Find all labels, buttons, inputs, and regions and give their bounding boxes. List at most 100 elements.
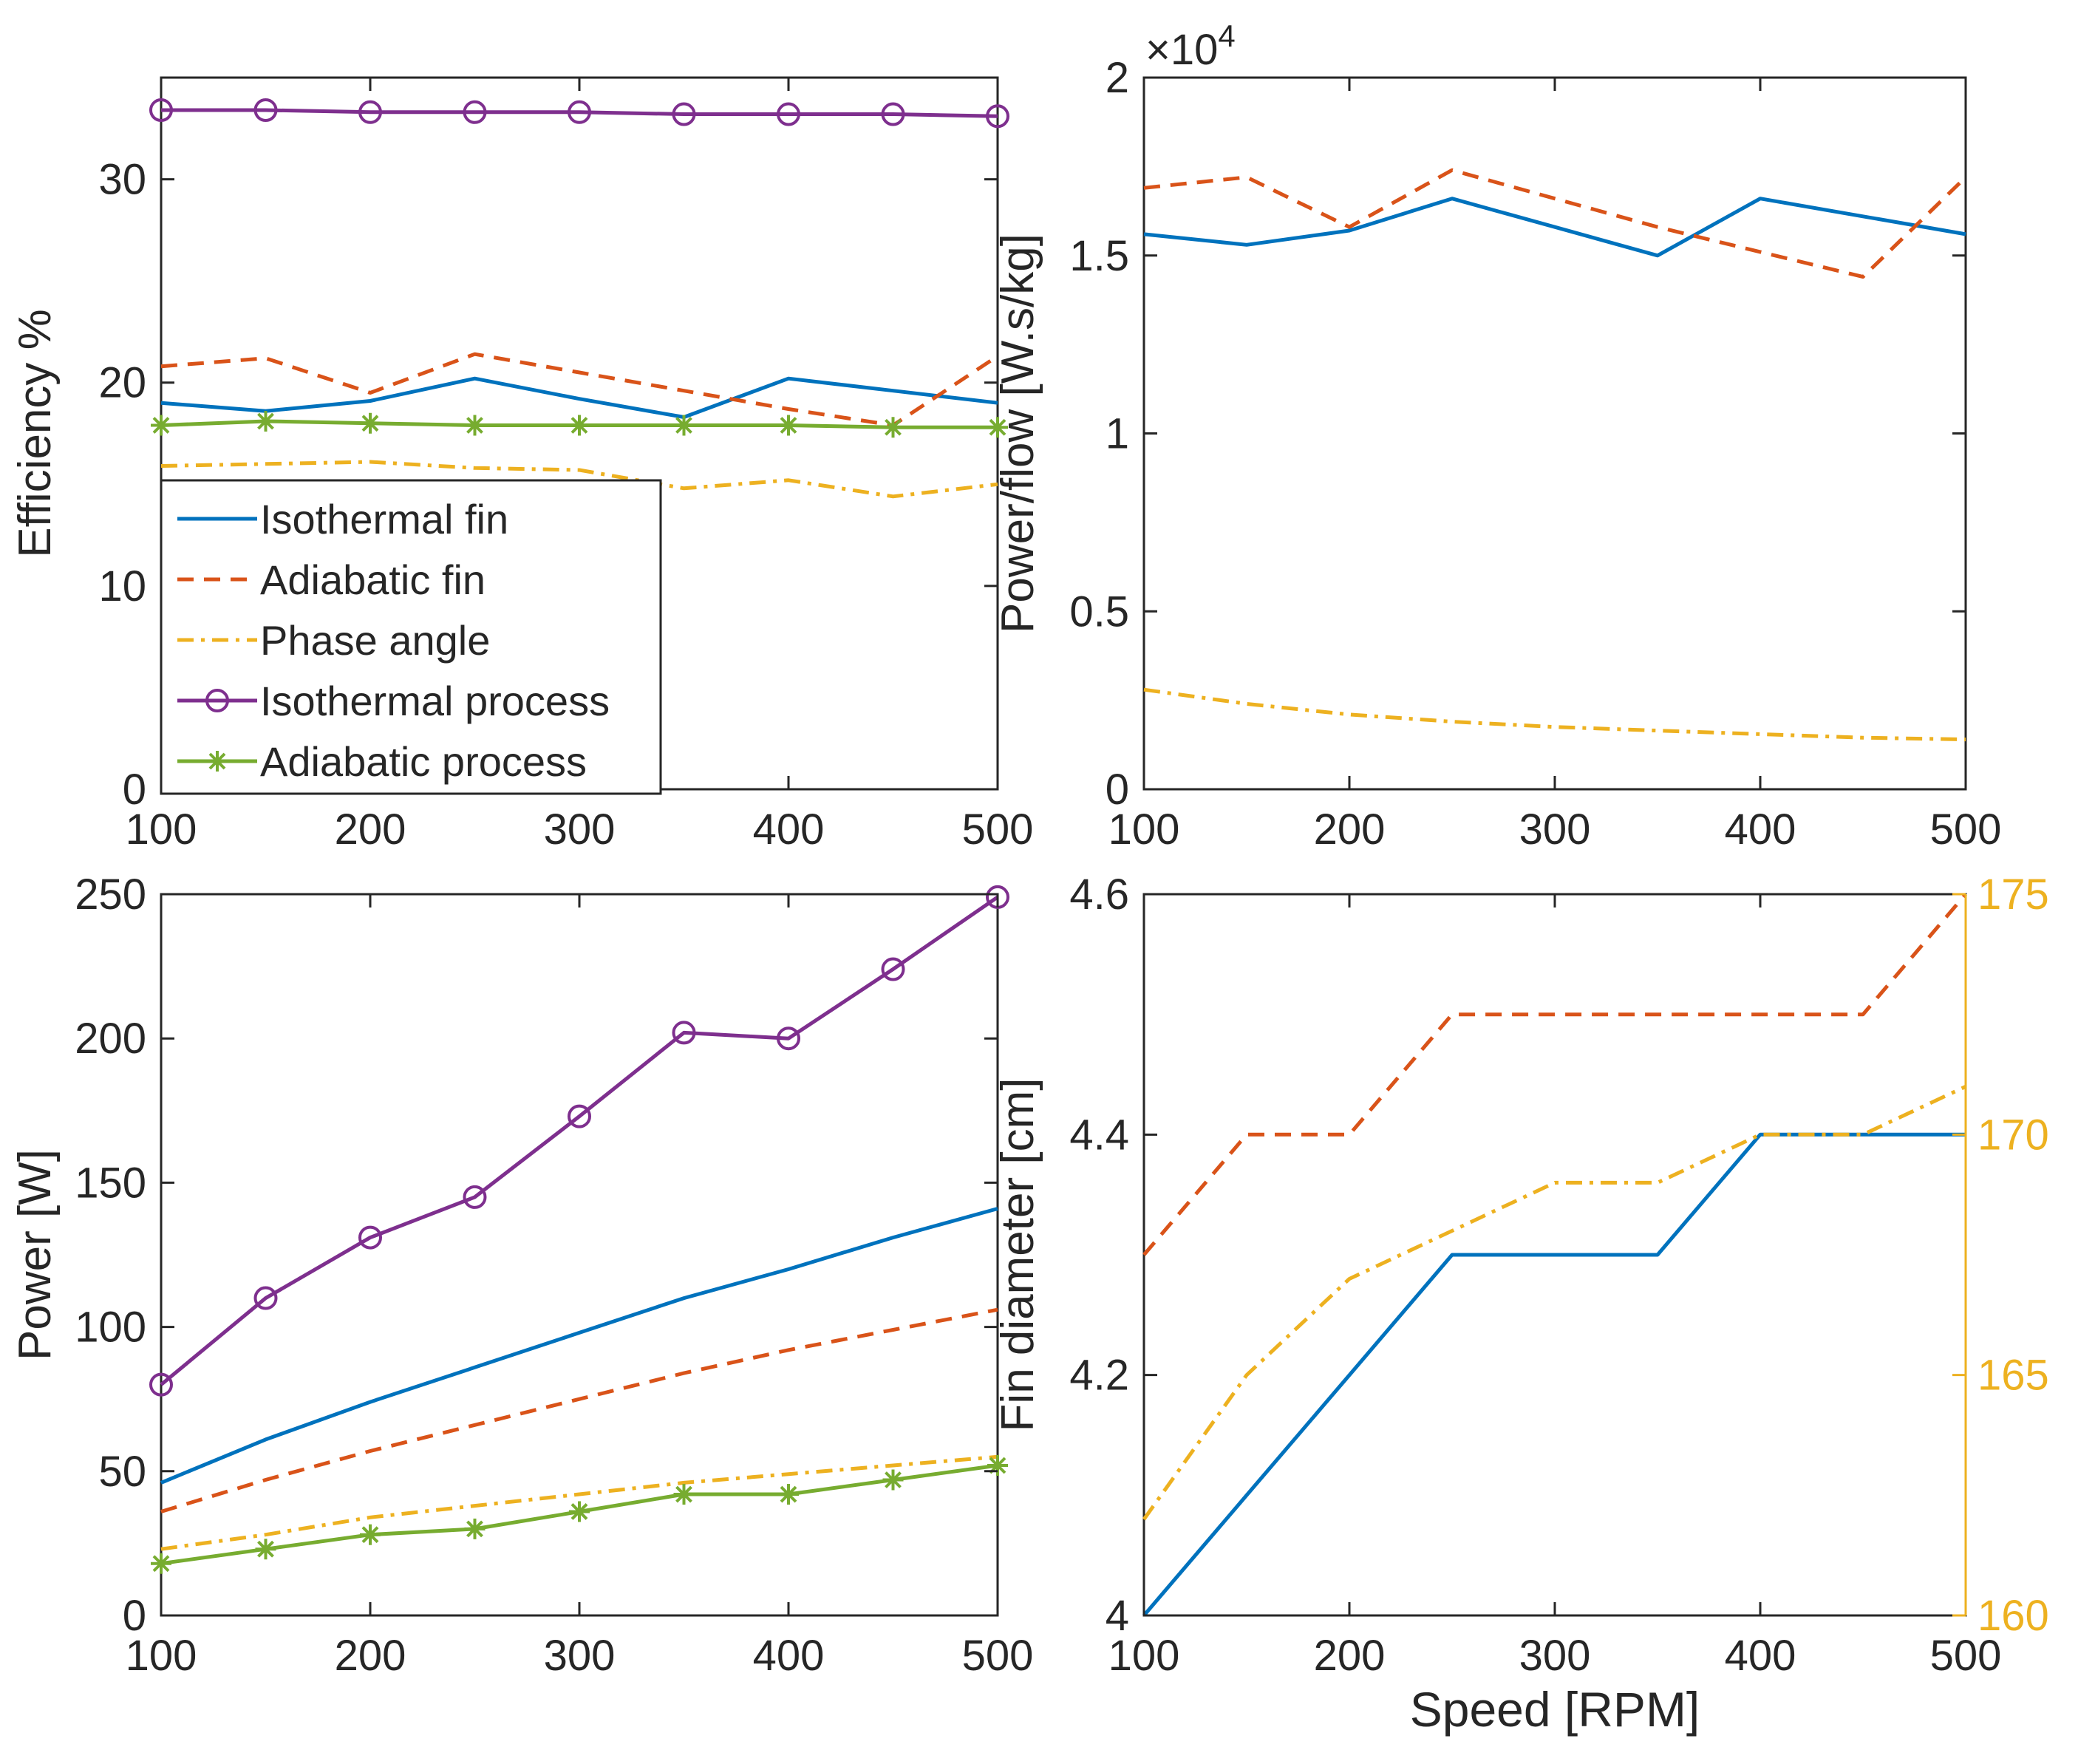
data-point-isothermal-process xyxy=(463,100,487,124)
legend-entry-isothermal-process: Isothermal process xyxy=(260,678,610,724)
y-tick-label: 1 xyxy=(1106,410,1129,458)
data-point-isothermal-process xyxy=(672,1021,696,1045)
data-point-adiabatic-process xyxy=(987,1454,1008,1476)
data-point-adiabatic-process xyxy=(882,417,904,438)
data-point-adiabatic-process xyxy=(778,1484,799,1505)
series-line-adiabatic-fin xyxy=(1142,893,1967,1256)
y-axis-label: Power [W] xyxy=(10,1149,61,1361)
series-line-isothermal-fin xyxy=(1143,197,1966,258)
series-line-phase-angle xyxy=(160,460,998,499)
series-line-isothermal-fin xyxy=(160,376,998,419)
y-tick-label: 2 xyxy=(1106,54,1129,102)
y-tick-label: 10 xyxy=(98,562,146,610)
x-tick-label: 200 xyxy=(335,806,406,854)
data-point-adiabatic-process xyxy=(987,417,1008,438)
series-line-isothermal-process xyxy=(160,895,999,1386)
data-point-adiabatic-process xyxy=(255,410,276,432)
data-point-isothermal-process xyxy=(777,1026,800,1051)
data-point-isothermal-process xyxy=(358,100,382,124)
x-tick-label: 300 xyxy=(544,806,616,854)
data-point-adiabatic-process xyxy=(151,415,171,436)
y-axis-label: Efficiency % xyxy=(10,309,61,558)
series-group xyxy=(1142,893,1967,1617)
x-tick-label: 100 xyxy=(126,1632,197,1680)
data-point-adiabatic-process xyxy=(360,1524,381,1545)
legend-entry-isothermal-fin: Isothermal fin xyxy=(260,496,508,542)
y-tick-label: 4.4 xyxy=(1069,1111,1129,1159)
y-tick-label: 150 xyxy=(75,1159,146,1207)
data-point-adiabatic-process xyxy=(673,415,695,436)
x-tick-label: 300 xyxy=(544,1632,616,1680)
data-point-adiabatic-process xyxy=(673,1484,695,1505)
data-point-adiabatic-process xyxy=(360,412,381,434)
data-point-adiabatic-process xyxy=(569,1501,590,1522)
data-point-isothermal-process xyxy=(149,1372,173,1397)
y-tick-label: 0.5 xyxy=(1069,588,1129,636)
legend-box xyxy=(160,479,662,795)
x-tick-label: 500 xyxy=(1930,806,2002,854)
y-tick-label: 100 xyxy=(75,1304,146,1352)
y-tick-label: 250 xyxy=(75,871,146,919)
y-tick-label: 0 xyxy=(123,1592,146,1640)
y-tick-label: 4.6 xyxy=(1069,871,1129,919)
y2-tick-label: 175 xyxy=(1977,871,2049,919)
series-line-isothermal-fin xyxy=(160,1207,998,1485)
legend-marker-adiabatic-process xyxy=(207,751,228,772)
data-point-isothermal-process xyxy=(568,100,591,124)
series-line-adiabatic-fin xyxy=(160,352,999,427)
series-line-phase-angle xyxy=(1143,687,1966,742)
y2-tick-label: 160 xyxy=(1977,1592,2049,1640)
y-tick-label: 0 xyxy=(1106,766,1129,814)
data-point-isothermal-process xyxy=(463,1185,487,1209)
legend: Isothermal fin Adiabatic fin Phase angle Is… xyxy=(160,479,662,795)
legend-entry-adiabatic-fin: Adiabatic fin xyxy=(260,556,486,603)
series-line-adiabatic-fin xyxy=(1143,168,1967,279)
series-line-phase-angle xyxy=(160,1454,998,1551)
y2-tick-label: 170 xyxy=(1977,1111,2049,1159)
series-line-adiabatic-fin xyxy=(160,1307,998,1513)
data-point-adiabatic-process xyxy=(882,1469,904,1491)
x-tick-label: 500 xyxy=(962,1632,1034,1680)
x-tick-label: 300 xyxy=(1519,1632,1591,1680)
y-tick-label: 20 xyxy=(98,359,146,407)
y-tick-label: 4 xyxy=(1106,1592,1129,1640)
series-line-isothermal-process xyxy=(161,108,998,118)
data-point-adiabatic-process xyxy=(464,415,486,436)
y-tick-label: 1.5 xyxy=(1069,232,1129,280)
axis-exponent: ×104 xyxy=(1145,18,1236,74)
x-tick-label: 100 xyxy=(1108,806,1180,854)
chart-power: 100 200 300 400 500 0 50 100 150 200 250 Power [W] xyxy=(10,871,1033,1680)
data-point-isothermal-process xyxy=(986,104,1009,129)
data-point-isothermal-process xyxy=(881,957,905,981)
y-axis-label: Fin diameter [cm] xyxy=(992,1078,1043,1432)
chart-efficiency: 100 200 300 400 500 0 10 20 30 Efficiency % Isothe… xyxy=(10,76,1033,854)
y-tick-label: 200 xyxy=(75,1015,146,1063)
data-point-isothermal-process xyxy=(253,1286,278,1310)
y-tick-label: 4.2 xyxy=(1069,1352,1129,1400)
series-group xyxy=(149,98,1009,499)
series-line-isothermal-fin xyxy=(1142,1132,1966,1617)
x-tick-label: 500 xyxy=(1930,1632,2002,1680)
x-tick-label: 400 xyxy=(1725,806,1796,854)
y-axis-label: Power/flow [W.s/kg] xyxy=(992,234,1043,633)
chart-fin-diameter: 100 200 300 400 500 4 4.2 4.4 4.6 160 165 170 175 Fin… xyxy=(992,871,2049,1737)
plot-area xyxy=(1142,76,1967,791)
data-point-adiabatic-process xyxy=(255,1539,276,1560)
x-tick-label: 400 xyxy=(753,1632,825,1680)
x-tick-label: 300 xyxy=(1519,806,1591,854)
data-point-isothermal-process xyxy=(358,1225,382,1250)
y2-tick-label: 165 xyxy=(1977,1352,2049,1400)
data-point-isothermal-process xyxy=(777,102,800,126)
x-tick-label: 200 xyxy=(335,1632,406,1680)
x-tick-label: 400 xyxy=(753,806,825,854)
x-tick-label: 100 xyxy=(1108,1632,1180,1680)
data-point-isothermal-process xyxy=(253,98,278,123)
data-point-adiabatic-process xyxy=(778,415,799,436)
data-point-isothermal-process xyxy=(149,98,173,123)
legend-entry-phase-angle: Phase angle xyxy=(260,617,490,664)
legend-marker-isothermal-process xyxy=(205,689,229,712)
y-tick-label: 30 xyxy=(98,156,146,204)
data-point-adiabatic-process xyxy=(464,1518,486,1539)
x-axis-label: Speed [RPM] xyxy=(1410,1682,1700,1737)
